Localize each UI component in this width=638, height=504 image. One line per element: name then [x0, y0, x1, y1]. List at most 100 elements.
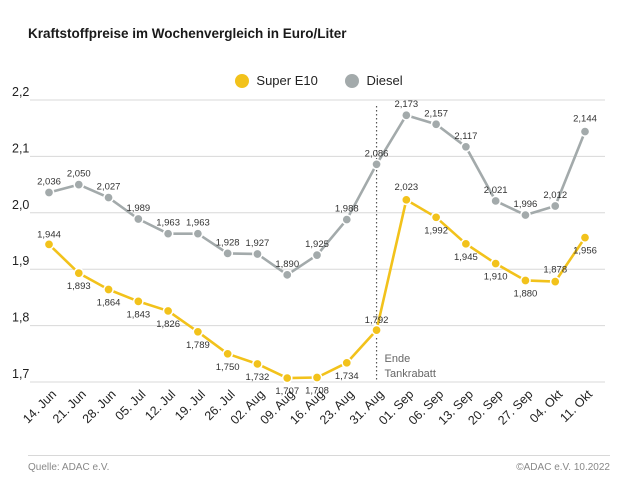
diesel-point	[281, 269, 293, 281]
diesel-point	[400, 109, 412, 121]
super-data-label: 1,880	[514, 288, 538, 299]
diesel-data-label: 1,925	[305, 239, 329, 250]
legend-item-diesel: Diesel	[345, 73, 403, 88]
super-data-label: 1,826	[156, 319, 180, 330]
super-data-label: 1,707	[275, 386, 299, 397]
diesel-point	[73, 179, 85, 190]
diesel-point	[43, 187, 55, 198]
super-data-label: 1,893	[67, 281, 91, 292]
diesel-data-label: 1,963	[186, 218, 210, 229]
super-data-label: 1,732	[246, 372, 270, 383]
super-point	[371, 324, 382, 336]
copyright-note: ©ADAC e.V. 10.2022	[516, 462, 610, 473]
diesel-data-label: 2,144	[573, 114, 597, 125]
diesel-data-label: 2,157	[424, 108, 448, 119]
super-point	[103, 284, 114, 295]
diesel-point	[192, 228, 204, 240]
diesel-data-label: 2,021	[484, 185, 508, 196]
super-point	[311, 372, 323, 383]
super-data-label: 1,878	[543, 265, 567, 276]
diesel-data-label: 1,996	[514, 199, 538, 210]
line-chart: 1,7 1,8 1,9 2,0 2,1 2,2 Ende Tankrabatt 1,944 1,8…	[12, 85, 605, 428]
super-point	[341, 357, 353, 369]
diesel-data-label: 1,988	[335, 204, 359, 215]
super-data-label: 1,910	[484, 272, 508, 283]
tankrabatt-annotation: Tankrabatt	[385, 368, 436, 380]
super-point	[400, 194, 412, 206]
super-point	[549, 276, 561, 287]
super-point	[579, 232, 591, 243]
super-data-label: 1,708	[305, 385, 329, 396]
super-data-label: 1,789	[186, 340, 210, 351]
diesel-data-label: 2,012	[543, 190, 567, 201]
diesel-data-label: 1,927	[246, 238, 270, 249]
super-data-label: 1,992	[424, 225, 448, 236]
super-point	[73, 267, 85, 279]
legend-item-super: Super E10	[235, 73, 318, 88]
y-tick-label: 2,2	[12, 85, 29, 99]
super-data-label: 1,792	[365, 315, 389, 326]
x-tick-label: 19. Jul	[172, 387, 208, 423]
super-point	[192, 326, 204, 338]
y-tick-label: 2,1	[12, 141, 29, 155]
diesel-point	[132, 213, 144, 225]
diesel-data-label: 2,036	[37, 176, 61, 187]
legend-swatch-diesel	[345, 73, 360, 88]
diesel-point	[430, 118, 442, 130]
super-point	[281, 372, 293, 384]
x-tick-label: 11. Okt	[557, 387, 595, 425]
diesel-point	[311, 249, 323, 261]
super-data-label: 1,945	[454, 252, 478, 263]
super-data-label: 2,023	[394, 182, 418, 193]
super-point	[520, 275, 531, 286]
diesel-point	[520, 209, 531, 221]
diesel-data-label: 1,928	[216, 237, 240, 248]
diesel-point	[579, 126, 591, 137]
diesel-point	[460, 141, 472, 153]
diesel-point	[549, 200, 561, 212]
legend-label-diesel: Diesel	[366, 73, 403, 88]
x-tick-label: 05. Jul	[113, 387, 149, 423]
super-point	[43, 239, 55, 250]
diesel-point	[252, 248, 263, 260]
super-point	[460, 238, 472, 250]
legend: Super E10 Diesel	[0, 73, 638, 91]
diesel-point	[162, 228, 174, 240]
x-tick-label: 28. Jun	[80, 387, 119, 426]
super-point	[490, 258, 502, 269]
y-tick-label: 1,8	[12, 311, 29, 325]
legend-swatch-super	[235, 73, 250, 88]
super-point	[252, 358, 263, 370]
diesel-point	[341, 214, 353, 225]
diesel-point	[490, 195, 502, 207]
y-tick-label: 1,7	[12, 367, 29, 381]
super-data-label: 1,864	[97, 298, 121, 309]
diesel-data-label: 2,173	[394, 99, 418, 110]
diesel-data-label: 2,050	[67, 169, 91, 180]
super-data-label: 1,750	[216, 362, 240, 373]
super-data-label: 1,944	[37, 229, 61, 240]
super-point	[430, 211, 442, 223]
diesel-data-label: 1,963	[156, 218, 180, 229]
chart-title: Kraftstoffpreise im Wochenvergleich in E…	[28, 26, 347, 41]
diesel-data-label: 2,027	[97, 182, 121, 193]
source-note: Quelle: ADAC e.V.	[28, 462, 110, 473]
super-point	[162, 305, 174, 317]
tankrabatt-annotation: Ende	[385, 353, 411, 365]
x-tick-label: 12. Jul	[142, 387, 178, 423]
diesel-data-label: 2,086	[365, 148, 389, 159]
legend-label-super: Super E10	[256, 73, 318, 88]
diesel-data-label: 2,117	[454, 131, 477, 142]
diesel-point	[103, 192, 114, 203]
footer-divider	[28, 455, 610, 456]
super-point	[132, 295, 144, 307]
diesel-data-label: 1,890	[275, 259, 299, 270]
super-data-label: 1,956	[573, 246, 597, 257]
y-tick-label: 1,9	[12, 254, 29, 268]
super-point	[222, 348, 234, 360]
super-data-label: 1,734	[335, 371, 359, 382]
super-series-line	[48, 198, 587, 380]
y-tick-label: 2,0	[12, 198, 29, 212]
super-data-label: 1,843	[126, 309, 150, 320]
x-tick-label: 04. Okt	[527, 387, 566, 426]
